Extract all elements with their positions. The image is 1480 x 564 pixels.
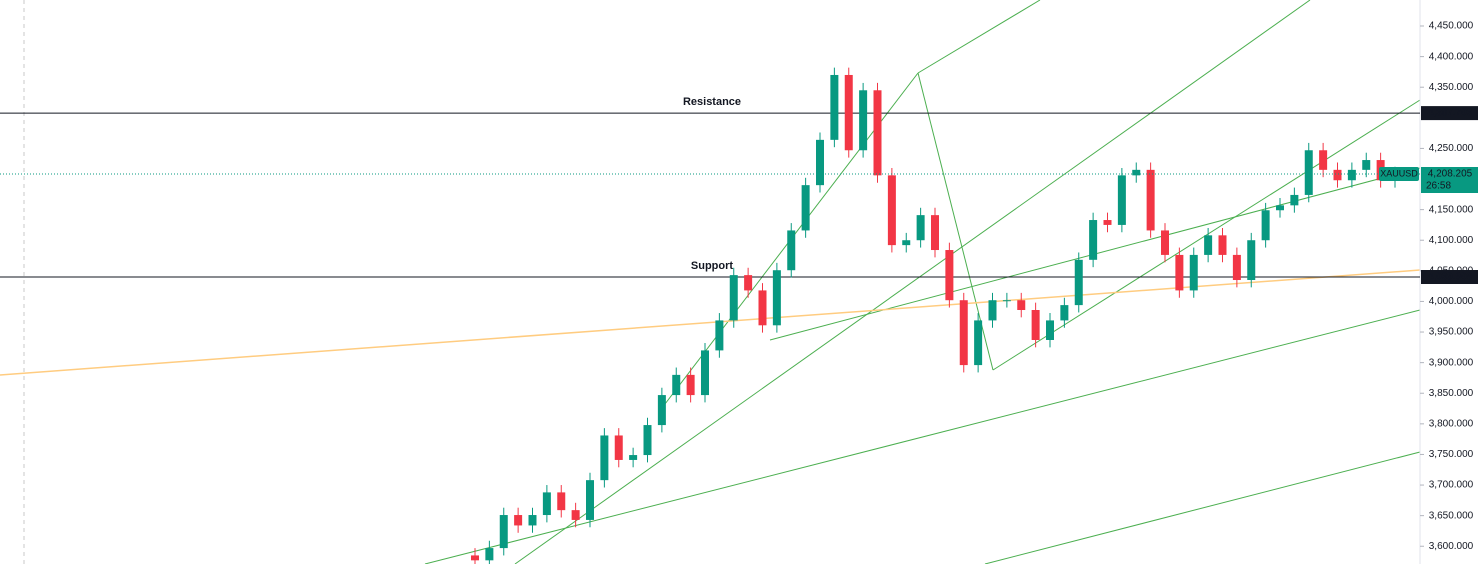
candle-body <box>499 515 508 549</box>
candle-body <box>600 435 609 481</box>
candle-body <box>672 374 681 396</box>
candle-body <box>1031 310 1040 340</box>
candle-body <box>1362 160 1371 170</box>
candle-body <box>557 492 566 511</box>
candle-body <box>1046 320 1054 340</box>
trend-line <box>984 451 1421 564</box>
last-price-badge <box>1421 167 1478 194</box>
level-name: Support <box>691 260 733 272</box>
last-price-label: 4,208.205 <box>1428 169 1473 180</box>
candle-body <box>1146 169 1155 231</box>
candle-body <box>1333 169 1342 181</box>
candle-body <box>571 510 580 520</box>
candle-body <box>902 240 911 246</box>
candle-body <box>471 555 479 561</box>
countdown-label: 26:58 <box>1426 181 1451 192</box>
y-tick-label: 4,150.000 <box>1429 204 1474 215</box>
y-tick-label: 3,600.000 <box>1429 541 1474 552</box>
candle-body <box>586 480 594 520</box>
candle-body <box>859 90 868 151</box>
candle-body <box>701 350 709 396</box>
candle-body <box>715 320 724 351</box>
candle-body <box>974 320 983 366</box>
y-tick-label: 3,700.000 <box>1429 480 1474 491</box>
candle-body <box>816 139 824 186</box>
candle-body <box>1060 305 1069 321</box>
level-badge-label: 4,307.703 <box>1428 108 1473 119</box>
candle-body <box>744 275 753 291</box>
y-tick-label: 3,650.000 <box>1429 510 1474 521</box>
candle-body <box>887 175 896 246</box>
symbol-badge <box>1379 167 1419 182</box>
candle-body <box>1304 150 1313 195</box>
candle-body <box>729 275 738 321</box>
level-badge <box>1421 106 1478 121</box>
y-tick-label: 4,100.000 <box>1429 235 1474 246</box>
level-badge-label: 4,039.909 <box>1428 272 1473 283</box>
candle-body <box>686 374 695 396</box>
candle-body <box>1002 300 1011 302</box>
candle-body <box>945 250 954 301</box>
y-tick-label: 4,000.000 <box>1429 296 1474 307</box>
candle-body <box>916 215 925 241</box>
trend-line <box>514 0 1311 564</box>
candle-body <box>1247 240 1256 281</box>
candle-body <box>1089 220 1098 260</box>
candle-body <box>485 548 494 561</box>
y-tick-label: 3,800.000 <box>1429 418 1474 429</box>
candle-body <box>1132 169 1141 176</box>
level-name: Resistance <box>683 96 741 108</box>
candle-body <box>1290 194 1299 206</box>
level-badge <box>1421 270 1478 285</box>
candle-body <box>1161 230 1169 255</box>
candle-body <box>1175 254 1184 291</box>
candle-body <box>657 395 666 426</box>
candle-body <box>542 492 551 516</box>
candle-body <box>1319 150 1328 170</box>
candle-body <box>1276 205 1284 211</box>
candle-body <box>988 300 997 321</box>
candle-body <box>629 455 638 460</box>
y-tick-label: 3,900.000 <box>1429 357 1474 368</box>
candle-body <box>758 290 767 326</box>
candle-body <box>787 230 796 271</box>
candle-body <box>1103 220 1112 225</box>
candle-body <box>873 90 882 176</box>
candle-body <box>844 74 853 151</box>
candle-body <box>1347 169 1356 181</box>
trend-line <box>917 0 1041 74</box>
y-tick-label: 4,450.000 <box>1429 21 1474 32</box>
candle-body <box>1017 300 1026 311</box>
trend-line <box>424 309 1421 564</box>
candle-body <box>1218 235 1227 255</box>
candle-body <box>801 185 810 231</box>
y-tick-label: 3,850.000 <box>1429 388 1474 399</box>
candle-body <box>931 215 939 251</box>
symbol-label: XAUUSD <box>1380 168 1418 178</box>
candle-body <box>528 515 537 526</box>
y-tick-label: 4,250.000 <box>1429 143 1474 154</box>
candle-body <box>1232 254 1241 281</box>
y-tick-label: 4,400.000 <box>1429 51 1474 62</box>
candle-body <box>614 435 623 460</box>
y-tick-label: 4,350.000 <box>1429 82 1474 93</box>
candle-body <box>1261 210 1270 241</box>
candle-body <box>1189 254 1198 291</box>
candle-body <box>514 515 523 526</box>
candle-body <box>1074 259 1083 306</box>
candle-body <box>643 425 652 456</box>
candle-body <box>830 74 839 140</box>
candle-body <box>1117 175 1126 225</box>
candle-body <box>772 270 781 326</box>
candle-body <box>959 300 968 366</box>
y-tick-label: 3,750.000 <box>1429 449 1474 460</box>
y-tick-label: 3,950.000 <box>1429 327 1474 338</box>
candle-body <box>1204 235 1213 255</box>
